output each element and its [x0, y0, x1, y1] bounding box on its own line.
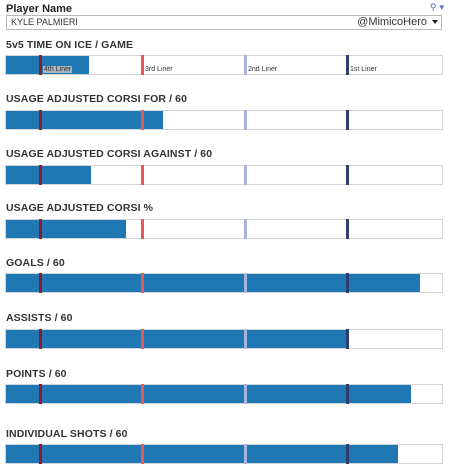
reference-line [39, 329, 42, 349]
reference-line [141, 329, 144, 349]
value-bar [6, 330, 346, 348]
reference-line [141, 219, 144, 239]
bar-track [5, 273, 443, 293]
reference-line [39, 55, 42, 75]
metric-title: INDIVIDUAL SHOTS / 60 [6, 428, 128, 440]
reference-line-label: 2nd Liner [248, 66, 278, 73]
reference-line [244, 444, 247, 464]
metric-title: USAGE ADJUSTED CORSI AGAINST / 60 [6, 148, 213, 160]
reference-line [244, 219, 247, 239]
reference-line [346, 110, 349, 130]
reference-line [39, 219, 42, 239]
reference-line [39, 384, 42, 404]
bar-track: 4th Liner 3rd Liner 2nd Liner 1st Liner [5, 55, 443, 75]
chevron-down-icon[interactable] [432, 20, 438, 24]
watermark: @MimicoHero [357, 16, 427, 28]
metric-title: GOALS / 60 [6, 257, 65, 269]
reference-line [39, 273, 42, 293]
metric-title: 5v5 TIME ON ICE / GAME [6, 39, 134, 51]
player-select-value: KYLE PALMIERI [11, 17, 78, 27]
player-name-label: Player Name [6, 3, 73, 15]
metric-title: POINTS / 60 [6, 368, 67, 380]
metric-title: ASSISTS / 60 [6, 312, 73, 324]
reference-line-label: 3rd Liner [145, 66, 173, 73]
reference-line [244, 55, 247, 75]
value-bar [6, 385, 411, 403]
metric-title: USAGE ADJUSTED CORSI % [6, 202, 154, 214]
reference-line [141, 444, 144, 464]
reference-line [244, 384, 247, 404]
value-bar [6, 445, 398, 463]
reference-line [244, 273, 247, 293]
value-bar [6, 220, 126, 238]
reference-line [244, 165, 247, 185]
reference-line [346, 384, 349, 404]
reference-line [39, 165, 42, 185]
reference-line [244, 329, 247, 349]
bar-track [5, 219, 443, 239]
reference-line [346, 219, 349, 239]
reference-line [244, 110, 247, 130]
player-select[interactable]: KYLE PALMIERI @MimicoHero [6, 15, 442, 30]
bar-track [5, 165, 443, 185]
reference-line [141, 165, 144, 185]
value-bar [6, 111, 163, 129]
reference-line [346, 165, 349, 185]
reference-line [346, 273, 349, 293]
filter-icons[interactable]: ⚲ ▾ [427, 2, 444, 13]
reference-line [346, 55, 349, 75]
reference-line [141, 110, 144, 130]
bar-track [5, 384, 443, 404]
reference-line [346, 329, 349, 349]
value-bar [6, 274, 420, 292]
bar-track [5, 110, 443, 130]
reference-line-label: 4th Liner [43, 66, 73, 73]
bar-track [5, 329, 443, 349]
reference-line [141, 55, 144, 75]
reference-line [346, 444, 349, 464]
value-bar [6, 166, 91, 184]
bar-track [5, 444, 443, 464]
reference-line [39, 444, 42, 464]
reference-line [141, 384, 144, 404]
reference-line [141, 273, 144, 293]
reference-line [39, 110, 42, 130]
filter-icon[interactable]: ⚲ [429, 2, 437, 12]
reference-line-label: 1st Liner [350, 66, 377, 73]
metric-title: USAGE ADJUSTED CORSI FOR / 60 [6, 93, 188, 105]
dropdown-icon[interactable]: ▾ [439, 2, 444, 12]
